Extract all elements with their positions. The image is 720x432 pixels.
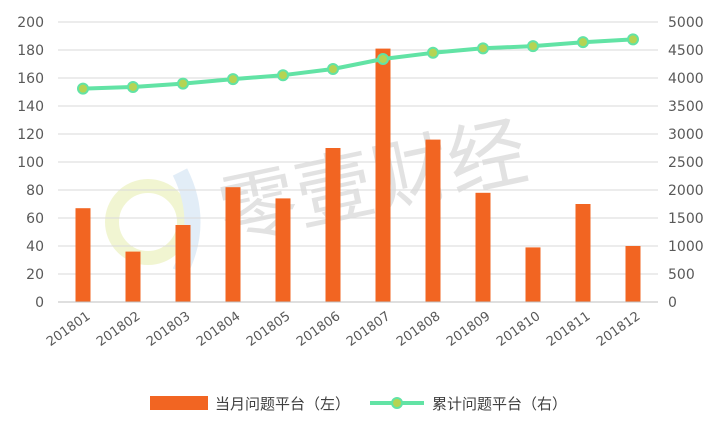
x-tick-label: 201810: [494, 309, 543, 350]
right-tick-label: 500: [668, 267, 695, 283]
line-marker: [327, 63, 339, 76]
bar: [425, 139, 441, 302]
bar: [625, 246, 641, 302]
line-marker: [577, 36, 589, 49]
bar: [475, 192, 491, 302]
legend-bar-swatch: [150, 396, 208, 410]
bar: [325, 148, 341, 302]
left-tick-label: 60: [26, 211, 44, 227]
left-tick-label: 20: [26, 267, 44, 283]
left-tick-label: 180: [17, 43, 44, 59]
bar: [375, 48, 391, 302]
left-tick-label: 80: [26, 183, 44, 199]
left-tick-label: 100: [17, 155, 44, 171]
bar: [75, 208, 91, 302]
right-tick-label: 0: [668, 295, 677, 311]
left-tick-label: 160: [17, 71, 44, 87]
line-marker: [127, 80, 139, 93]
legend-bar-label: 当月问题平台（左）: [215, 395, 350, 413]
line-marker: [427, 46, 439, 59]
x-tick-label: 201806: [294, 309, 343, 350]
legend-line-marker: [391, 397, 403, 409]
line-marker: [477, 42, 489, 55]
right-tick-label: 1000: [668, 239, 704, 255]
line-marker: [377, 52, 389, 65]
left-tick-label: 200: [17, 15, 44, 31]
x-tick-label: 201812: [594, 309, 643, 350]
line-marker: [627, 33, 639, 46]
left-tick-label: 0: [35, 295, 44, 311]
right-tick-label: 2000: [668, 183, 704, 199]
x-tick-label: 201801: [44, 309, 93, 350]
bar: [125, 251, 141, 302]
x-tick-label: 201808: [394, 309, 443, 350]
bar: [525, 247, 541, 302]
right-tick-label: 4500: [668, 43, 704, 59]
x-tick-label: 201807: [344, 309, 393, 350]
line-marker: [527, 40, 539, 53]
right-tick-label: 4000: [668, 71, 704, 87]
line-marker: [227, 73, 239, 86]
left-tick-label: 40: [26, 239, 44, 255]
legend-line-label: 累计问题平台（右）: [432, 395, 567, 413]
logo-ring: [105, 179, 191, 265]
line-marker: [77, 82, 89, 95]
bar: [575, 204, 591, 302]
x-tick-label: 201803: [144, 309, 193, 350]
left-tick-label: 140: [17, 99, 44, 115]
left-tick-label: 120: [17, 127, 44, 143]
right-axis-ticks: 0 500 1000 1500 2000 2500 3000 3500 4000 4500 5000: [668, 15, 704, 311]
left-axis-ticks: 0 20 40 60 80 100 120 140 160 180 200: [17, 15, 44, 311]
x-tick-label: 201805: [244, 309, 293, 350]
right-tick-label: 5000: [668, 15, 704, 31]
right-tick-label: 2500: [668, 155, 704, 171]
bar: [275, 198, 291, 302]
line-marker: [177, 77, 189, 90]
bars: [75, 48, 641, 302]
bar: [225, 187, 241, 302]
x-tick-label: 201802: [94, 309, 143, 350]
x-tick-label: 201809: [444, 309, 493, 350]
x-tick-label: 201811: [544, 309, 593, 350]
x-axis-ticks: 201801 201802 201803 201804 201805 201806 2018…: [44, 309, 643, 350]
right-tick-label: 3500: [668, 99, 704, 115]
line-markers: [77, 33, 639, 95]
legend: 当月问题平台（左） 累计问题平台（右）: [150, 395, 567, 413]
right-tick-label: 3000: [668, 127, 704, 143]
x-tick-label: 201804: [194, 309, 243, 350]
right-tick-label: 1500: [668, 211, 704, 227]
cumulative-line: [81, 37, 635, 91]
bar: [175, 225, 191, 302]
line-marker: [277, 69, 289, 82]
gridlines: [58, 21, 658, 275]
